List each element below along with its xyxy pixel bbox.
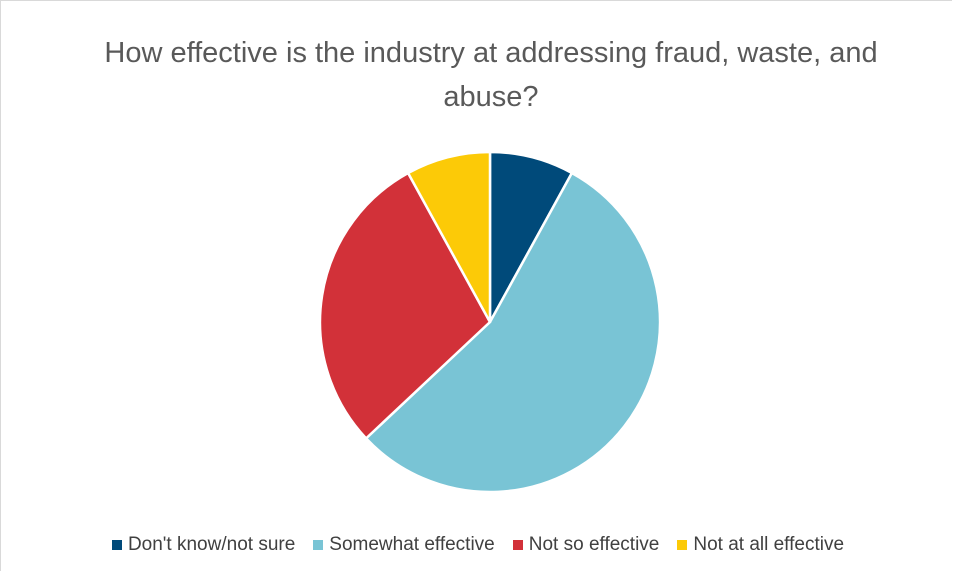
legend-swatch-don-t-know-not-sure [111,540,122,550]
legend-label-don-t-know-not-sure: Don't know/not sure [127,534,296,555]
pie-slice-not-so-effective [318,171,492,440]
legend-item-not-at-all-effective: Not at all effective [677,534,844,556]
legend-swatch-not-so-effective [512,540,523,550]
legend-item-somewhat-effective: Somewhat effective [313,534,495,556]
legend-swatch-not-at-all-effective [677,540,688,550]
legend-swatch-somewhat-effective [313,540,324,550]
legend-label-not-at-all-effective: Not at all effective [693,534,845,555]
pie-slice-not-at-all-effective [406,150,492,324]
legend: Don't know/not sure Somewhat effective Not… [1,531,954,559]
legend-label-not-so-effective: Not so effective [528,534,660,555]
legend-item-don-t-know-not-sure: Don't know/not sure [111,534,296,556]
pie-slice-somewhat-effective [364,171,662,494]
legend-item-not-so-effective: Not so effective [512,534,660,556]
legend-label-somewhat-effective: Somewhat effective [329,534,495,555]
chart-title: How effective is the industry at address… [104,37,878,113]
